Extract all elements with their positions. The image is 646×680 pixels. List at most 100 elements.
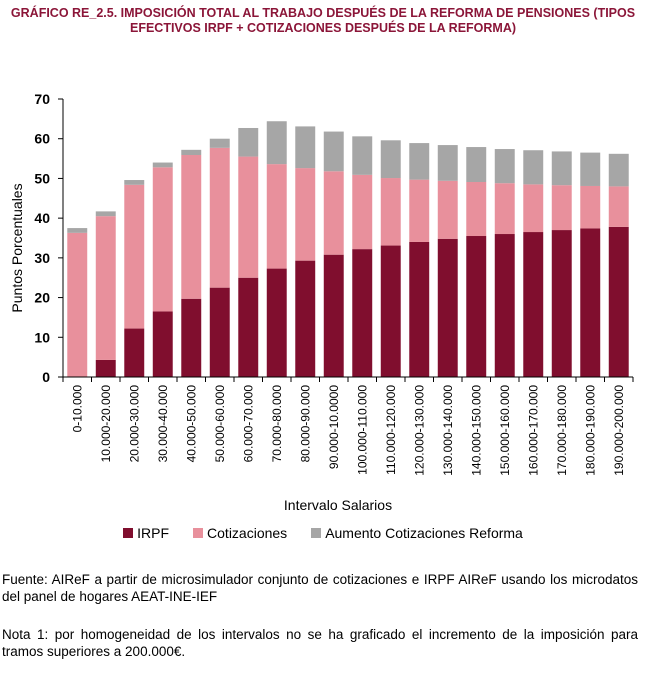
bar-irpf-9 — [323, 254, 344, 377]
x-tick-label: 160.000-170.000 — [526, 385, 540, 476]
legend-swatch-cotizaciones — [193, 528, 204, 538]
x-axis-title: Intervalo Salarios — [284, 497, 392, 513]
x-tick-label: 170.000-180.000 — [555, 385, 569, 476]
bar-aumento-cotizaciones-reforma-0 — [67, 228, 88, 233]
x-tick-label: 140.000-150.000 — [469, 385, 483, 476]
bar-cotizaciones-19 — [608, 186, 629, 227]
bar-cotizaciones-10 — [352, 174, 373, 250]
bar-irpf-6 — [238, 277, 259, 377]
bar-cotizaciones-11 — [380, 178, 401, 246]
bar-irpf-10 — [352, 249, 373, 377]
bar-aumento-cotizaciones-reforma-14 — [466, 147, 487, 182]
bar-irpf-5 — [209, 287, 230, 377]
x-tick-label: 110.000-120.000 — [384, 385, 398, 475]
x-tick-label: 20.000-30.000 — [127, 385, 141, 463]
y-tick-label: 70 — [34, 91, 50, 107]
y-tick-label: 20 — [34, 290, 50, 306]
chart-title: GRÁFICO RE_2.5. IMPOSICIÓN TOTAL AL TRAB… — [10, 6, 636, 36]
bar-irpf-15 — [494, 234, 515, 377]
footnote: Nota 1: por homogeneidad de los interval… — [2, 627, 638, 659]
bar-cotizaciones-14 — [466, 182, 487, 237]
bar-aumento-cotizaciones-reforma-6 — [238, 127, 259, 157]
bar-aumento-cotizaciones-reforma-5 — [209, 138, 230, 148]
bar-cotizaciones-6 — [238, 156, 259, 278]
bar-aumento-cotizaciones-reforma-7 — [266, 121, 287, 165]
bar-cotizaciones-7 — [266, 164, 287, 269]
y-tick-label: 50 — [34, 170, 50, 186]
legend-item-aumento-cotizaciones-reforma: Aumento Cotizaciones Reforma — [311, 525, 523, 541]
y-tick-label: 40 — [34, 210, 50, 226]
bar-aumento-cotizaciones-reforma-3 — [152, 162, 173, 168]
bar-aumento-cotizaciones-reforma-9 — [323, 131, 344, 172]
legend-swatch-irpf — [123, 528, 134, 538]
x-tick-label: 80.000-90.000 — [298, 385, 312, 463]
stacked-bar-chart: 0 10 20 30 40 50 60 70 0-10.000 10.000-20.000 20.0… — [9, 91, 634, 513]
bar-aumento-cotizaciones-reforma-8 — [295, 126, 316, 169]
bar-aumento-cotizaciones-reforma-18 — [580, 152, 601, 186]
x-tick-label: 40.000-50.000 — [184, 385, 198, 463]
bar-cotizaciones-2 — [124, 184, 145, 329]
bar-cotizaciones-0 — [67, 232, 88, 377]
bar-irpf-1 — [95, 359, 116, 377]
bar-aumento-cotizaciones-reforma-1 — [95, 211, 116, 217]
bar-aumento-cotizaciones-reforma-11 — [380, 140, 401, 179]
y-axis-title: Puntos Porcentuales — [9, 183, 25, 312]
bar-aumento-cotizaciones-reforma-15 — [494, 149, 515, 184]
chart-title-line-1: GRÁFICO RE_2.5. IMPOSICIÓN TOTAL AL TRAB… — [10, 6, 636, 20]
bar-aumento-cotizaciones-reforma-13 — [437, 145, 458, 181]
bar-aumento-cotizaciones-reforma-10 — [352, 136, 373, 175]
bar-cotizaciones-4 — [181, 155, 202, 299]
legend-label-aumento-cotizaciones-reforma: Aumento Cotizaciones Reforma — [325, 525, 523, 541]
bar-cotizaciones-17 — [551, 185, 572, 231]
y-tick-label: 0 — [42, 369, 50, 385]
x-tick-label: 0-10.000 — [70, 385, 84, 433]
bar-irpf-4 — [181, 298, 202, 377]
bar-aumento-cotizaciones-reforma-4 — [181, 149, 202, 155]
bar-cotizaciones-16 — [523, 184, 544, 233]
y-tick-label: 10 — [34, 329, 50, 345]
bar-cotizaciones-8 — [295, 168, 316, 261]
bar-aumento-cotizaciones-reforma-16 — [523, 150, 544, 185]
x-tick-label: 120.000-130.000 — [412, 385, 426, 476]
bar-irpf-11 — [380, 245, 401, 377]
bar-cotizaciones-12 — [409, 179, 430, 242]
legend-item-irpf: IRPF — [123, 525, 169, 541]
bar-aumento-cotizaciones-reforma-2 — [124, 180, 145, 185]
bar-cotizaciones-3 — [152, 167, 173, 312]
source-note: Fuente: AIReF a partir de microsimulador… — [2, 572, 638, 604]
x-tick-label: 70.000-80.000 — [270, 385, 284, 463]
bar-cotizaciones-13 — [437, 180, 458, 239]
legend-label-irpf: IRPF — [137, 525, 170, 541]
x-tick-label: 190.000-200.000 — [612, 385, 626, 476]
legend-label-cotizaciones: Cotizaciones — [207, 525, 288, 541]
legend-swatch-aumento-cotizaciones-reforma — [311, 528, 322, 538]
x-tick-label: 50.000-60.000 — [213, 385, 227, 463]
bar-irpf-12 — [409, 241, 430, 377]
bar-cotizaciones-15 — [494, 183, 515, 235]
x-tick-label: 60.000-70.000 — [241, 385, 255, 463]
chart-legend: IRPF Cotizaciones Aumento Cotizaciones Ref… — [0, 525, 646, 541]
bar-irpf-16 — [523, 232, 544, 377]
x-tick-label: 90.000-10.0000 — [327, 385, 341, 469]
x-tick-label: 180.000-190.000 — [583, 385, 597, 476]
bar-cotizaciones-18 — [580, 185, 601, 229]
bar-irpf-7 — [266, 268, 287, 377]
bar-aumento-cotizaciones-reforma-19 — [608, 153, 629, 187]
bar-irpf-13 — [437, 238, 458, 377]
bar-irpf-14 — [466, 236, 487, 377]
bar-aumento-cotizaciones-reforma-12 — [409, 143, 430, 180]
x-tick-label: 30.000-40.000 — [156, 385, 170, 463]
y-tick-label: 30 — [34, 250, 50, 266]
bar-irpf-17 — [551, 230, 572, 377]
bar-irpf-8 — [295, 260, 316, 377]
bar-cotizaciones-1 — [95, 216, 116, 360]
legend-item-cotizaciones: Cotizaciones — [193, 525, 287, 541]
x-tick-label: 10.000-20.000 — [99, 385, 113, 463]
bar-cotizaciones-5 — [209, 147, 230, 288]
x-tick-label: 150.000-160.000 — [498, 385, 512, 476]
x-tick-label: 130.000-140.000 — [441, 385, 455, 476]
chart-title-line-2: EFECTIVOS IRPF + COTIZACIONES DESPUÉS DE… — [129, 21, 517, 35]
y-tick-label: 60 — [34, 131, 50, 147]
bar-irpf-2 — [124, 328, 145, 377]
bar-irpf-19 — [608, 226, 629, 377]
